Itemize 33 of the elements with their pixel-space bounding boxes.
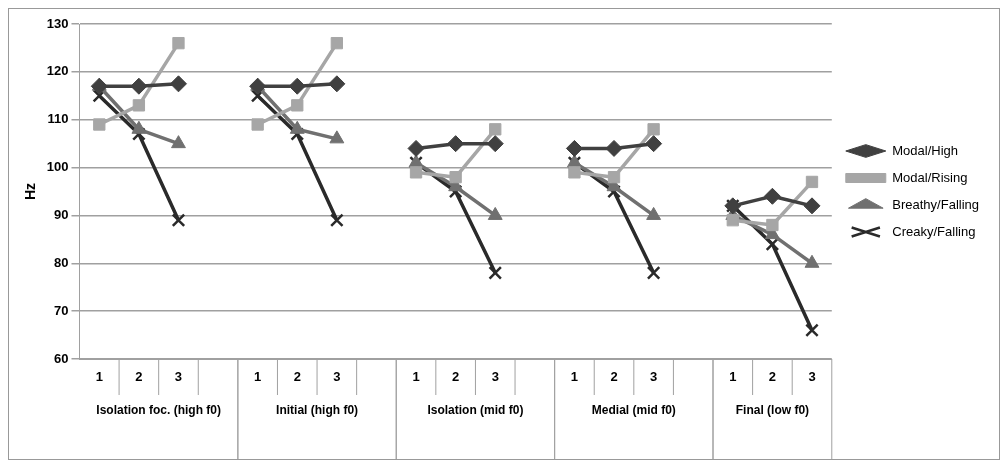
x-tick-label: 1 [95, 368, 103, 384]
y-tick-label: 110 [47, 111, 69, 127]
text: Final (low f0) [735, 403, 810, 418]
legend-label: Modal/High [892, 142, 959, 158]
x-tick-label: 3 [333, 368, 341, 384]
x-tick-label: 1 [729, 368, 737, 384]
legend-label: Modal/Rising [892, 169, 968, 185]
x-tick-label: 2 [452, 368, 460, 384]
x-tick-label: 3 [650, 368, 658, 384]
text: Isolation (mid f0) [427, 403, 524, 418]
text: Initial (high f0) [276, 403, 359, 418]
y-tick-label: 60 [54, 350, 69, 366]
y-tick-label: 70 [54, 302, 69, 318]
text: Isolation foc. (high f0) [96, 403, 222, 418]
x-tick-label: 2 [293, 368, 301, 384]
y-tick-label: 130 [46, 15, 69, 31]
legend-label: Creaky/Falling [892, 223, 976, 239]
x-tick-label: 3 [174, 368, 183, 384]
y-tick-label: 80 [54, 254, 69, 270]
x-tick-label: 1 [254, 368, 262, 384]
text: Medial (mid f0) [591, 403, 676, 418]
x-tick-label: 2 [135, 368, 143, 384]
y-tick-label: 120 [46, 63, 69, 79]
legend-label: Breathy/Falling [892, 196, 980, 212]
x-tick-label: 2 [768, 368, 777, 384]
x-tick-label: 1 [570, 368, 579, 384]
x-tick-label: 2 [610, 368, 618, 384]
y-tick-label: 100 [46, 159, 69, 175]
y-axis-title: Hz [22, 182, 39, 201]
x-tick-label: 3 [491, 368, 499, 384]
x-tick-label: 1 [412, 368, 420, 384]
y-tick-label: 90 [54, 207, 69, 223]
x-tick-label: 3 [808, 368, 816, 384]
